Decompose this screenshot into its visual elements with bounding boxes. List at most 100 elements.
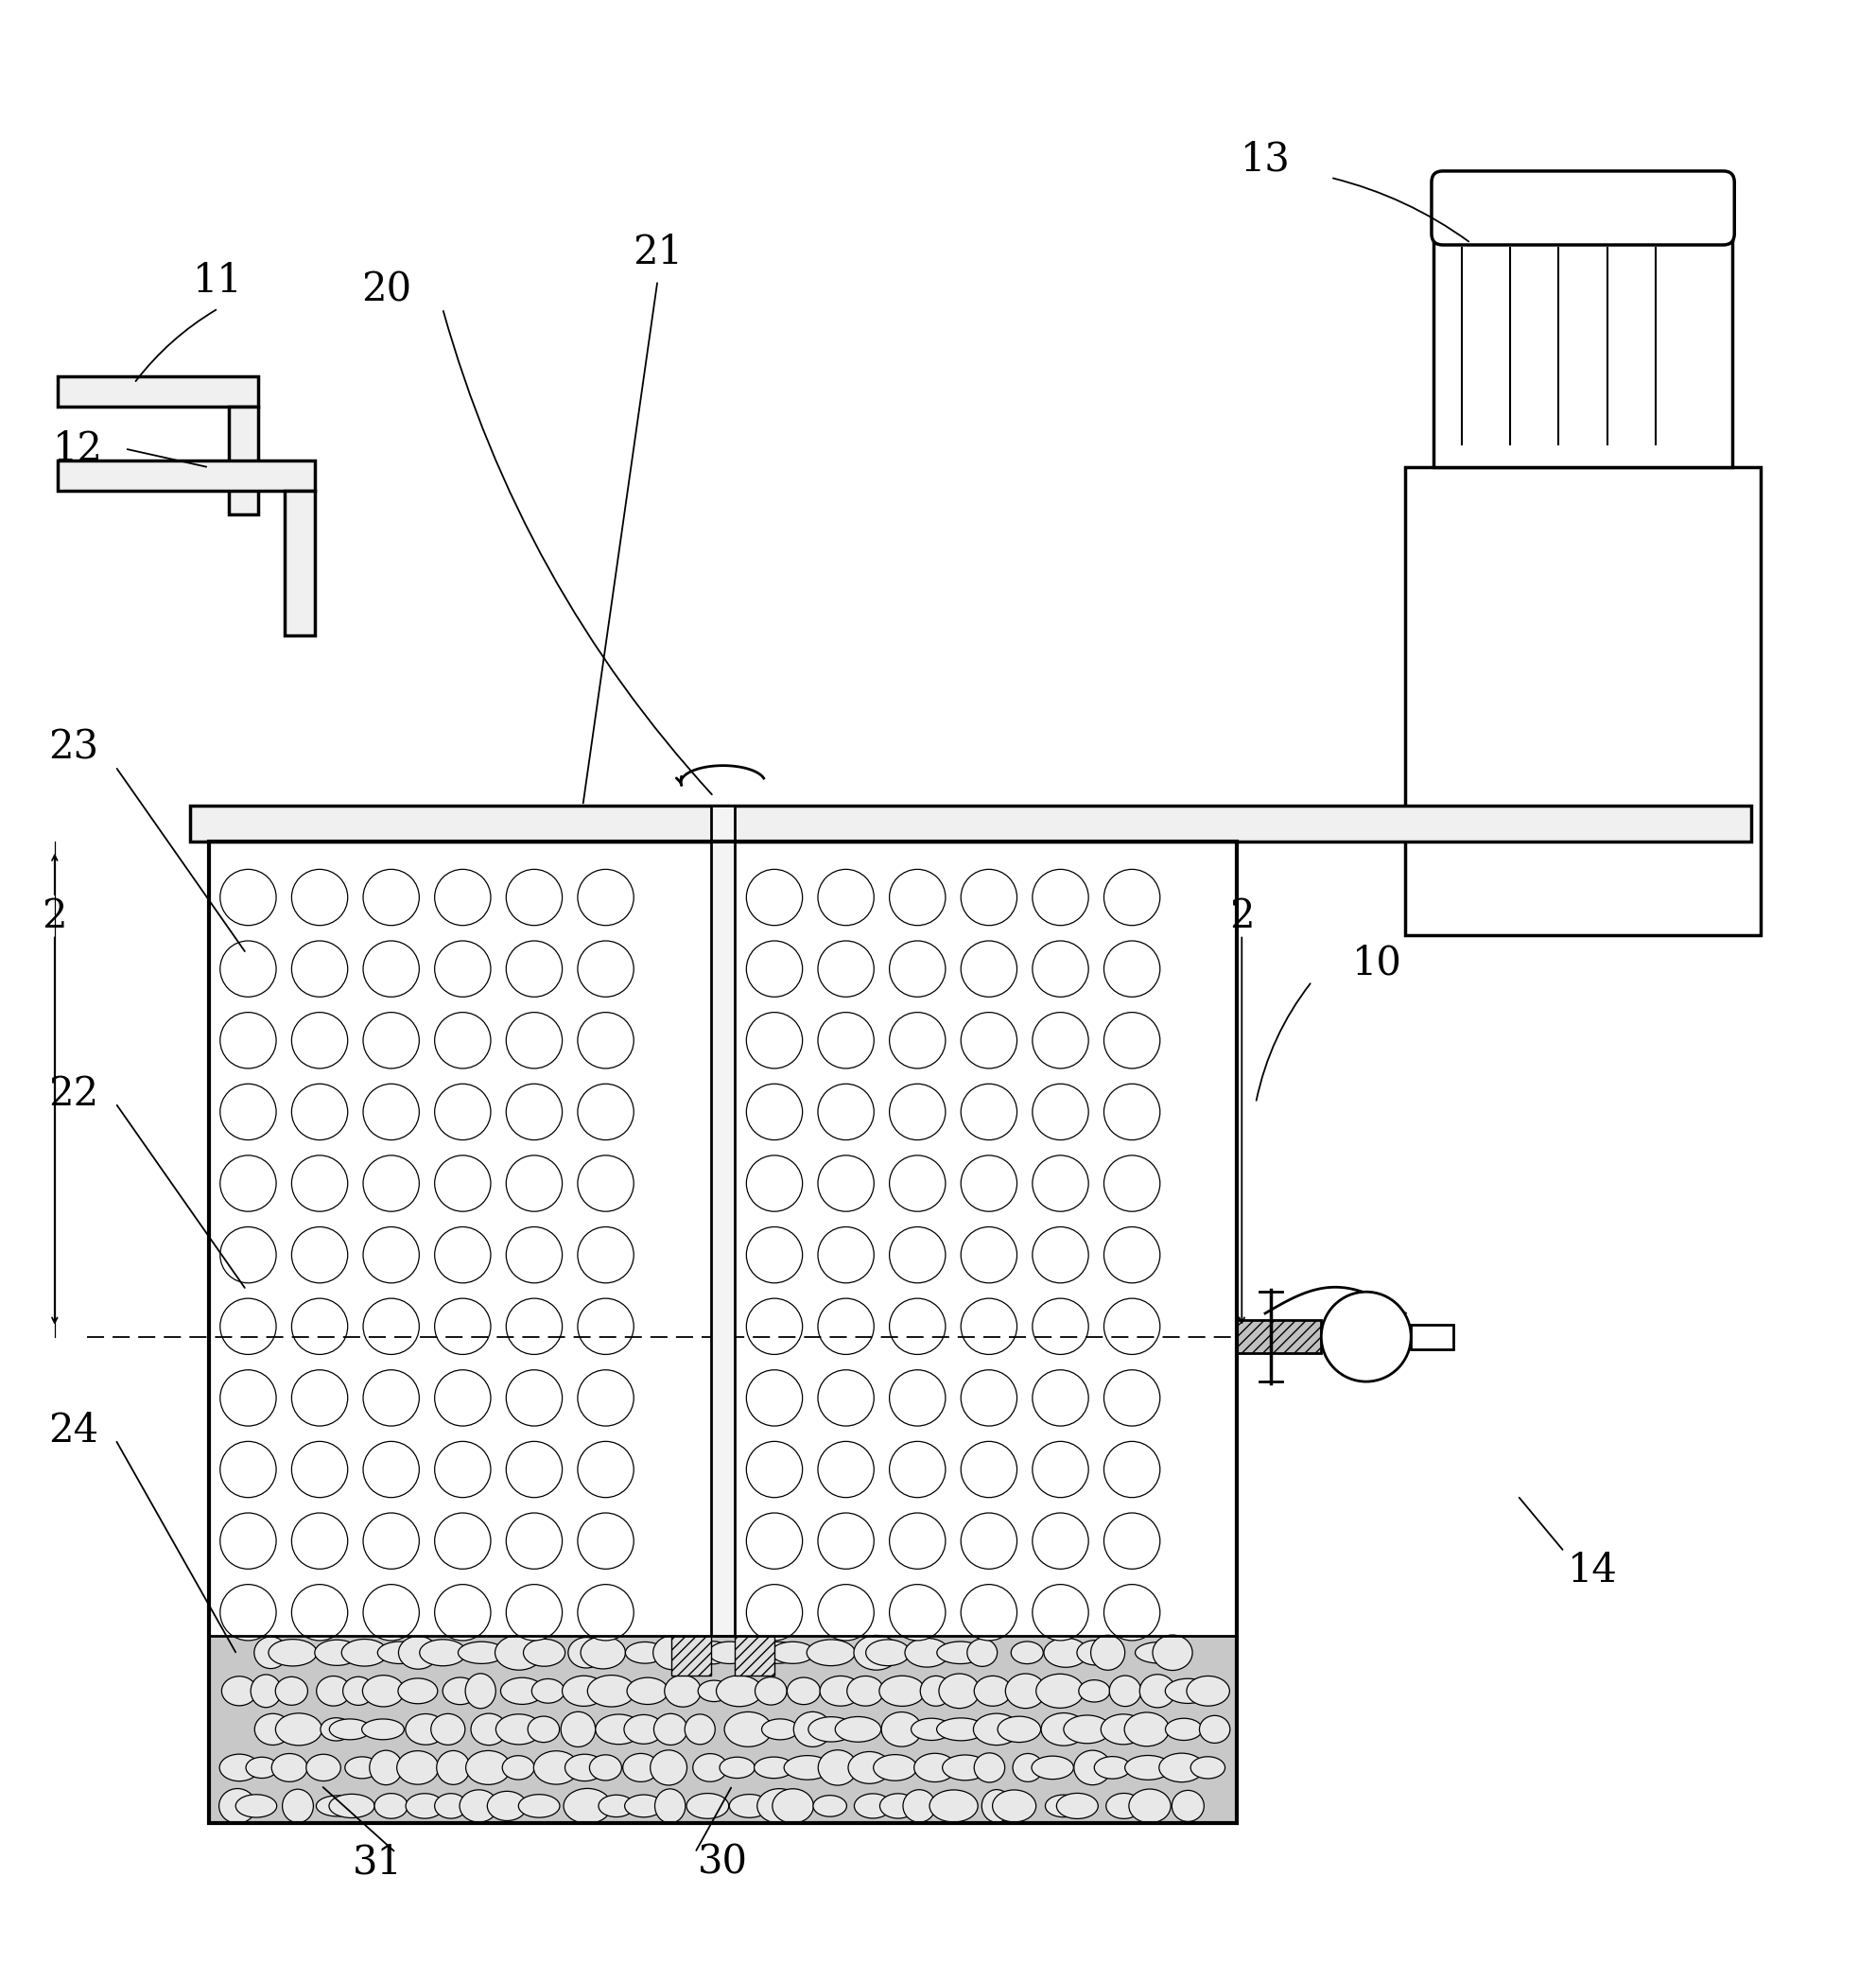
Text: 11: 11 bbox=[193, 261, 244, 300]
Ellipse shape bbox=[465, 1751, 510, 1784]
Ellipse shape bbox=[219, 1755, 259, 1780]
Circle shape bbox=[578, 1584, 634, 1641]
Ellipse shape bbox=[1152, 1635, 1193, 1671]
Ellipse shape bbox=[818, 1749, 857, 1784]
Circle shape bbox=[291, 1013, 347, 1068]
Circle shape bbox=[961, 870, 1017, 925]
Circle shape bbox=[435, 940, 492, 997]
Bar bbox=[208, 842, 1236, 1824]
Ellipse shape bbox=[523, 1639, 565, 1667]
Circle shape bbox=[747, 1584, 803, 1641]
Circle shape bbox=[747, 870, 803, 925]
Ellipse shape bbox=[398, 1678, 437, 1704]
Circle shape bbox=[747, 1227, 803, 1284]
Ellipse shape bbox=[1165, 1678, 1210, 1704]
Circle shape bbox=[291, 870, 347, 925]
Circle shape bbox=[364, 1513, 418, 1568]
Ellipse shape bbox=[1079, 1680, 1111, 1702]
Circle shape bbox=[1103, 1513, 1159, 1568]
Ellipse shape bbox=[328, 1794, 375, 1818]
Circle shape bbox=[961, 1156, 1017, 1211]
Circle shape bbox=[818, 1227, 874, 1284]
Text: 14: 14 bbox=[1566, 1551, 1617, 1590]
Ellipse shape bbox=[921, 1676, 951, 1706]
Circle shape bbox=[747, 1084, 803, 1141]
Circle shape bbox=[578, 1513, 634, 1568]
Ellipse shape bbox=[625, 1641, 664, 1663]
Bar bbox=[1411, 1325, 1454, 1349]
Text: 2: 2 bbox=[41, 897, 68, 936]
Ellipse shape bbox=[375, 1794, 407, 1818]
Ellipse shape bbox=[317, 1796, 360, 1816]
Circle shape bbox=[435, 870, 492, 925]
Ellipse shape bbox=[495, 1714, 542, 1745]
Ellipse shape bbox=[625, 1716, 664, 1743]
Ellipse shape bbox=[420, 1639, 467, 1667]
Circle shape bbox=[291, 1298, 347, 1354]
Ellipse shape bbox=[762, 1720, 799, 1739]
Circle shape bbox=[219, 1513, 276, 1568]
Ellipse shape bbox=[773, 1788, 814, 1824]
Circle shape bbox=[747, 1298, 803, 1354]
Ellipse shape bbox=[341, 1639, 388, 1667]
Circle shape bbox=[961, 1084, 1017, 1141]
Ellipse shape bbox=[471, 1714, 507, 1745]
Circle shape bbox=[507, 1156, 563, 1211]
Circle shape bbox=[291, 1227, 347, 1284]
Circle shape bbox=[507, 1370, 563, 1425]
Circle shape bbox=[889, 1370, 946, 1425]
Ellipse shape bbox=[565, 1755, 604, 1780]
Circle shape bbox=[219, 1227, 276, 1284]
Circle shape bbox=[1032, 1441, 1088, 1498]
Ellipse shape bbox=[435, 1794, 467, 1818]
Circle shape bbox=[364, 1298, 418, 1354]
Ellipse shape bbox=[362, 1720, 403, 1739]
Ellipse shape bbox=[495, 1635, 542, 1671]
Ellipse shape bbox=[437, 1751, 471, 1784]
Ellipse shape bbox=[794, 1712, 831, 1747]
Ellipse shape bbox=[276, 1714, 323, 1745]
Text: 30: 30 bbox=[698, 1841, 749, 1883]
Ellipse shape bbox=[835, 1718, 882, 1741]
Circle shape bbox=[219, 1298, 276, 1354]
Circle shape bbox=[1103, 1584, 1159, 1641]
Ellipse shape bbox=[720, 1757, 754, 1778]
Ellipse shape bbox=[1064, 1716, 1111, 1743]
Ellipse shape bbox=[1129, 1788, 1171, 1824]
Circle shape bbox=[507, 1013, 563, 1068]
Circle shape bbox=[961, 1513, 1017, 1568]
Ellipse shape bbox=[1126, 1755, 1171, 1780]
Circle shape bbox=[364, 1156, 418, 1211]
Ellipse shape bbox=[698, 1641, 730, 1665]
Ellipse shape bbox=[221, 1676, 257, 1706]
Ellipse shape bbox=[362, 1674, 405, 1706]
Circle shape bbox=[1103, 940, 1159, 997]
Bar bbox=[672, 1635, 711, 1674]
Text: 13: 13 bbox=[1240, 139, 1291, 179]
Ellipse shape bbox=[283, 1788, 313, 1824]
Ellipse shape bbox=[501, 1678, 544, 1704]
Circle shape bbox=[818, 1513, 874, 1568]
Circle shape bbox=[219, 1370, 276, 1425]
Ellipse shape bbox=[692, 1753, 728, 1782]
Ellipse shape bbox=[1109, 1676, 1141, 1706]
Ellipse shape bbox=[854, 1794, 891, 1818]
Ellipse shape bbox=[503, 1755, 535, 1780]
Ellipse shape bbox=[754, 1757, 794, 1778]
Circle shape bbox=[507, 1227, 563, 1284]
Ellipse shape bbox=[1056, 1794, 1097, 1818]
Ellipse shape bbox=[1045, 1794, 1082, 1818]
Circle shape bbox=[1103, 1156, 1159, 1211]
Ellipse shape bbox=[936, 1641, 983, 1665]
Ellipse shape bbox=[276, 1676, 308, 1706]
Bar bbox=[189, 805, 1750, 842]
Ellipse shape bbox=[370, 1751, 403, 1784]
Circle shape bbox=[747, 1013, 803, 1068]
Ellipse shape bbox=[317, 1676, 351, 1706]
Circle shape bbox=[291, 1156, 347, 1211]
Ellipse shape bbox=[1139, 1674, 1176, 1708]
Ellipse shape bbox=[405, 1714, 446, 1745]
Ellipse shape bbox=[936, 1718, 985, 1741]
Circle shape bbox=[1032, 1584, 1088, 1641]
Ellipse shape bbox=[981, 1790, 1011, 1822]
